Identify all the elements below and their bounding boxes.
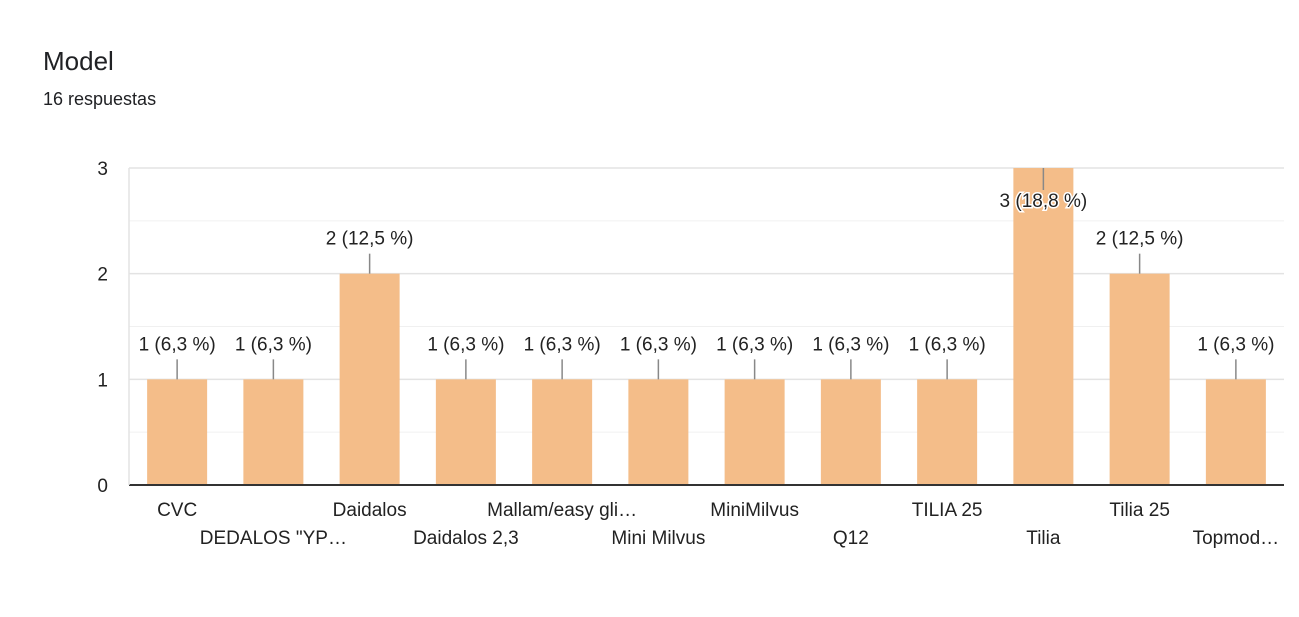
y-tick-label: 1 — [97, 370, 108, 391]
data-label: 3 (18,8 %) — [1000, 191, 1088, 212]
data-label: 1 (6,3 %) — [1197, 334, 1274, 355]
x-tick-label: Daidalos 2,3 — [413, 528, 519, 549]
bar — [724, 379, 785, 485]
x-tick-label: Daidalos — [333, 500, 407, 521]
x-tick-label: MiniMilvus — [710, 500, 799, 521]
data-label: 2 (12,5 %) — [326, 229, 414, 250]
x-tick-label: Q12 — [833, 528, 869, 549]
x-tick-label: DEDALOS "YP… — [200, 528, 347, 549]
data-label: 1 (6,3 %) — [139, 334, 216, 355]
x-tick-label: Topmod… — [1193, 528, 1280, 549]
y-tick-label: 2 — [97, 265, 108, 286]
data-label: 1 (6,3 %) — [716, 334, 793, 355]
bar — [820, 379, 881, 485]
chart-title: Model — [43, 46, 114, 76]
bar — [435, 379, 496, 485]
bar — [1205, 379, 1266, 485]
data-label: 2 (12,5 %) — [1096, 229, 1184, 250]
x-tick-label: Mallam/easy gli… — [487, 500, 637, 521]
bar — [243, 379, 304, 485]
bar — [1109, 273, 1170, 485]
x-tick-label: Mini Milvus — [611, 528, 705, 549]
data-label: 1 (6,3 %) — [524, 334, 601, 355]
y-tick-label: 3 — [97, 159, 108, 180]
data-label: 1 (6,3 %) — [235, 334, 312, 355]
x-tick-label: Tilia 25 — [1109, 500, 1170, 521]
x-tick-label: CVC — [157, 500, 197, 521]
data-label: 1 (6,3 %) — [909, 334, 986, 355]
y-tick-label: 0 — [97, 476, 108, 497]
x-tick-label: Tilia — [1026, 528, 1061, 549]
response-count: 16 respuestas — [43, 89, 157, 109]
bar — [339, 273, 400, 485]
bar — [147, 379, 208, 485]
data-label: 1 (6,3 %) — [427, 334, 504, 355]
data-label: 1 (6,3 %) — [620, 334, 697, 355]
bar — [532, 379, 593, 485]
data-label: 1 (6,3 %) — [812, 334, 889, 355]
bar — [1013, 168, 1074, 485]
bar — [628, 379, 689, 485]
x-tick-label: TILIA 25 — [912, 500, 983, 521]
bar — [917, 379, 978, 485]
